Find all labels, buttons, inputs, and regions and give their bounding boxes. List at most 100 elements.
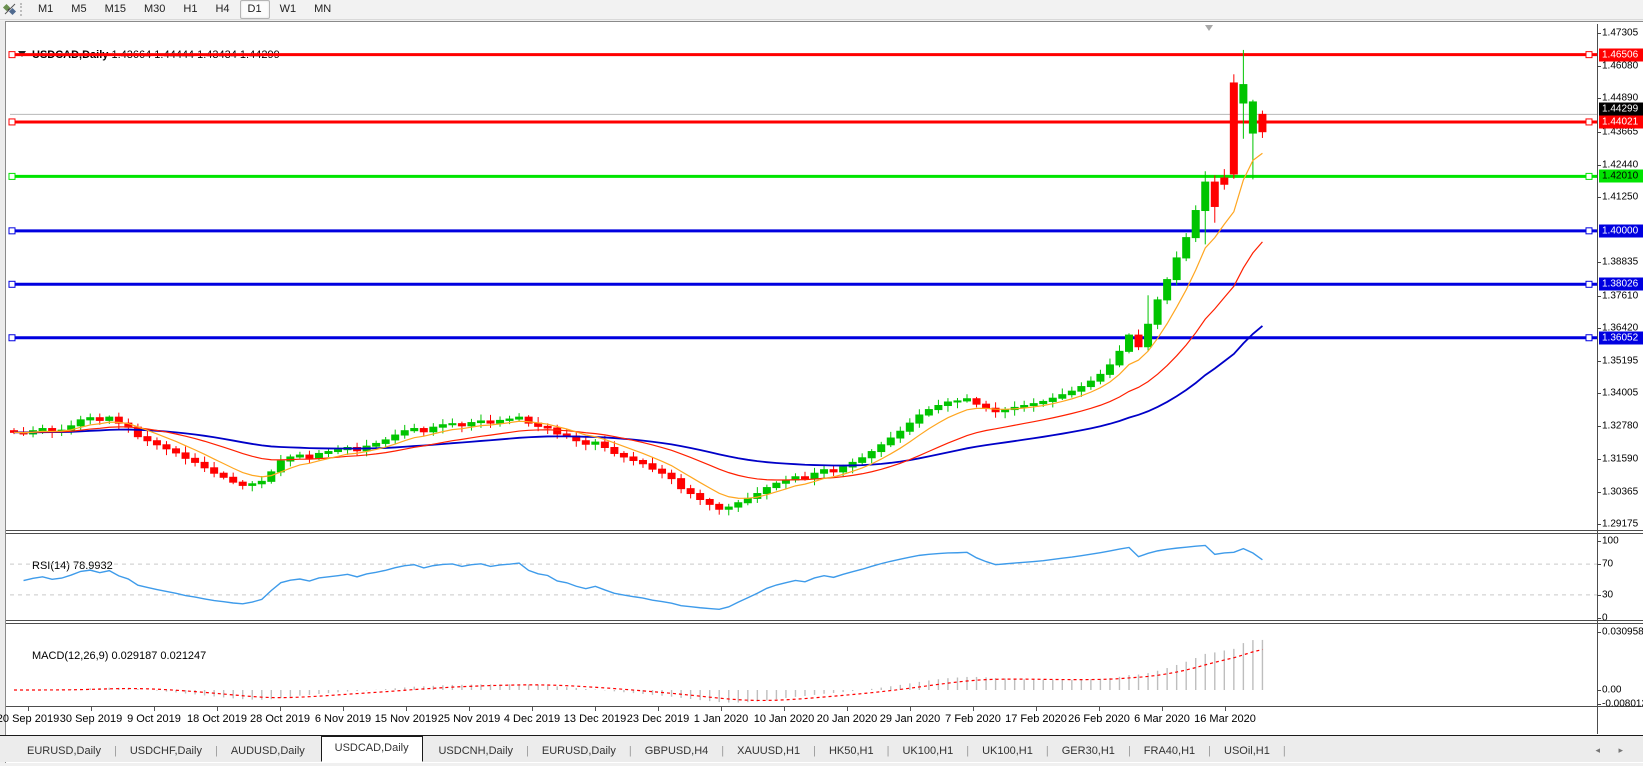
date-tick-mark <box>1162 707 1163 711</box>
candle-bearish <box>305 454 314 459</box>
line-anchor-marker[interactable] <box>1585 118 1593 126</box>
line-anchor-marker[interactable] <box>8 172 16 180</box>
candle-bullish <box>724 506 733 510</box>
price-tick-mark <box>1597 196 1601 198</box>
panel-splitter[interactable] <box>6 533 1643 534</box>
candle-bearish <box>829 469 838 473</box>
candle-bullish <box>839 466 848 473</box>
current-price-badge: 1.44299 <box>1599 102 1643 116</box>
price-tick-mark <box>1597 393 1601 395</box>
candle-bullish <box>810 472 819 480</box>
line-anchor-marker[interactable] <box>1585 51 1593 59</box>
date-label: 16 Mar 2020 <box>1194 713 1256 725</box>
date-tick-mark <box>532 707 533 711</box>
tab-usdcnh-daily[interactable]: USDCNH,Daily <box>438 745 514 757</box>
tab-eurusd-daily[interactable]: EURUSD,Daily <box>27 745 101 757</box>
timeframe-button-h4[interactable]: H4 <box>215 3 230 15</box>
tab-gbpusd-h4[interactable]: GBPUSD,H4 <box>644 745 709 757</box>
candle-bullish <box>505 418 514 421</box>
timeframe-button-m1[interactable]: M1 <box>38 3 54 15</box>
date-tick-mark <box>1225 707 1226 711</box>
tab-eurusd-daily[interactable]: EURUSD,Daily <box>541 745 616 757</box>
line-anchor-marker[interactable] <box>8 227 16 235</box>
candle-bullish <box>467 422 476 427</box>
macd-tick-mark <box>1597 631 1601 633</box>
candle-bullish <box>1172 257 1181 281</box>
line-anchor-marker[interactable] <box>1585 280 1593 288</box>
price-chart-plot[interactable] <box>8 24 1597 530</box>
tab-fra40-h1[interactable]: FRA40,H1 <box>1143 745 1196 757</box>
macd-tick-label: -0.008013 <box>1602 698 1643 710</box>
tab-separator: | <box>1208 745 1212 757</box>
rsi-line <box>23 544 1263 610</box>
macd-indicator-plot[interactable] <box>10 624 1597 706</box>
candle-bullish <box>1248 101 1257 134</box>
candle-bullish <box>1077 386 1086 392</box>
candle-bullish <box>1001 409 1010 413</box>
candle-bearish <box>581 440 590 445</box>
line-anchor-marker[interactable] <box>1585 227 1593 235</box>
line-anchor-marker[interactable] <box>8 280 16 288</box>
toolbar-grip-handle[interactable] <box>20 3 23 16</box>
candle-bearish <box>238 481 247 486</box>
hline-price-badge: 1.42010 <box>1599 169 1643 183</box>
tab-scroll-arrows[interactable]: ◂ ▸ <box>1595 745 1631 755</box>
panel-splitter[interactable] <box>6 530 1643 531</box>
tab-separator: | <box>526 745 529 757</box>
date-tick-mark <box>658 707 659 711</box>
line-anchor-marker[interactable] <box>1585 334 1593 342</box>
candle-bullish <box>372 442 381 447</box>
tab-usoil-h1[interactable]: USOil,H1 <box>1224 745 1270 757</box>
macd-tick-label: 0.00 <box>1602 684 1622 696</box>
timeframe-button-m15[interactable]: M15 <box>104 3 126 15</box>
candle-bullish <box>334 449 343 453</box>
line-anchor-marker[interactable] <box>8 51 16 59</box>
candle-bullish <box>820 469 829 474</box>
tab-ger30-h1[interactable]: GER30,H1 <box>1061 745 1115 757</box>
price-tick-label: 1.37610 <box>1602 290 1639 302</box>
tab-uk100-h1[interactable]: UK100,H1 <box>982 745 1033 757</box>
date-label: 9 Oct 2019 <box>127 713 181 725</box>
chart-tool-button[interactable]: ▾ <box>0 0 17 19</box>
tab-usdchf-daily[interactable]: USDCHF,Daily <box>129 745 202 757</box>
line-anchor-marker[interactable] <box>8 118 16 126</box>
rsi-tick-label: 30 <box>1602 589 1614 601</box>
tab-xauusd-h1[interactable]: XAUUSD,H1 <box>737 745 801 757</box>
candle-bearish <box>181 452 190 459</box>
candle-bullish <box>867 451 876 459</box>
tab-uk100-h1[interactable]: UK100,H1 <box>902 745 954 757</box>
tab-usdcad-daily[interactable]: USDCAD,Daily <box>320 736 423 762</box>
line-anchor-marker[interactable] <box>1585 172 1593 180</box>
candle-bearish <box>200 461 209 469</box>
candle-bearish <box>1134 334 1143 348</box>
date-label: 10 Jan 2020 <box>753 713 815 725</box>
candle-bullish <box>448 423 457 426</box>
rsi-tick-label: 0 <box>1602 612 1608 624</box>
panel-splitter[interactable] <box>6 623 1643 624</box>
candle-bullish <box>381 439 390 444</box>
chart-shift-marker[interactable] <box>1205 25 1213 31</box>
timeframe-button-h1[interactable]: H1 <box>183 3 198 15</box>
candle-bearish <box>800 476 809 480</box>
date-axis[interactable]: 20 Sep 2019 30 Sep 2019 9 Oct 2019 18 Oct 2… <box>0 707 1597 734</box>
timeframe-button-m5[interactable]: M5 <box>71 3 87 15</box>
timeframe-button-w1[interactable]: W1 <box>279 3 297 15</box>
tab-audusd-daily[interactable]: AUDUSD,Daily <box>230 745 305 757</box>
rsi-indicator-plot[interactable] <box>10 534 1597 620</box>
price-tick-label: 1.29175 <box>1602 518 1639 530</box>
candle-bearish <box>982 403 991 409</box>
timeframe-button-d1[interactable]: D1 <box>239 0 270 19</box>
timeframe-button-mn[interactable]: MN <box>314 3 332 15</box>
date-tick-mark <box>91 707 92 711</box>
hline-price-badge: 1.46506 <box>1599 48 1643 62</box>
tab-hk50-h1[interactable]: HK50,H1 <box>828 745 874 757</box>
candle-bullish <box>1153 299 1162 325</box>
line-anchor-marker[interactable] <box>8 334 16 342</box>
date-label: 25 Nov 2019 <box>437 713 501 725</box>
timeframe-button-m30[interactable]: M30 <box>143 3 166 15</box>
candle-bearish <box>191 457 200 463</box>
price-tick-mark <box>1597 360 1601 362</box>
date-label: 15 Nov 2019 <box>374 713 438 725</box>
panel-splitter[interactable] <box>6 620 1643 621</box>
macd-tick-mark <box>1597 704 1601 705</box>
